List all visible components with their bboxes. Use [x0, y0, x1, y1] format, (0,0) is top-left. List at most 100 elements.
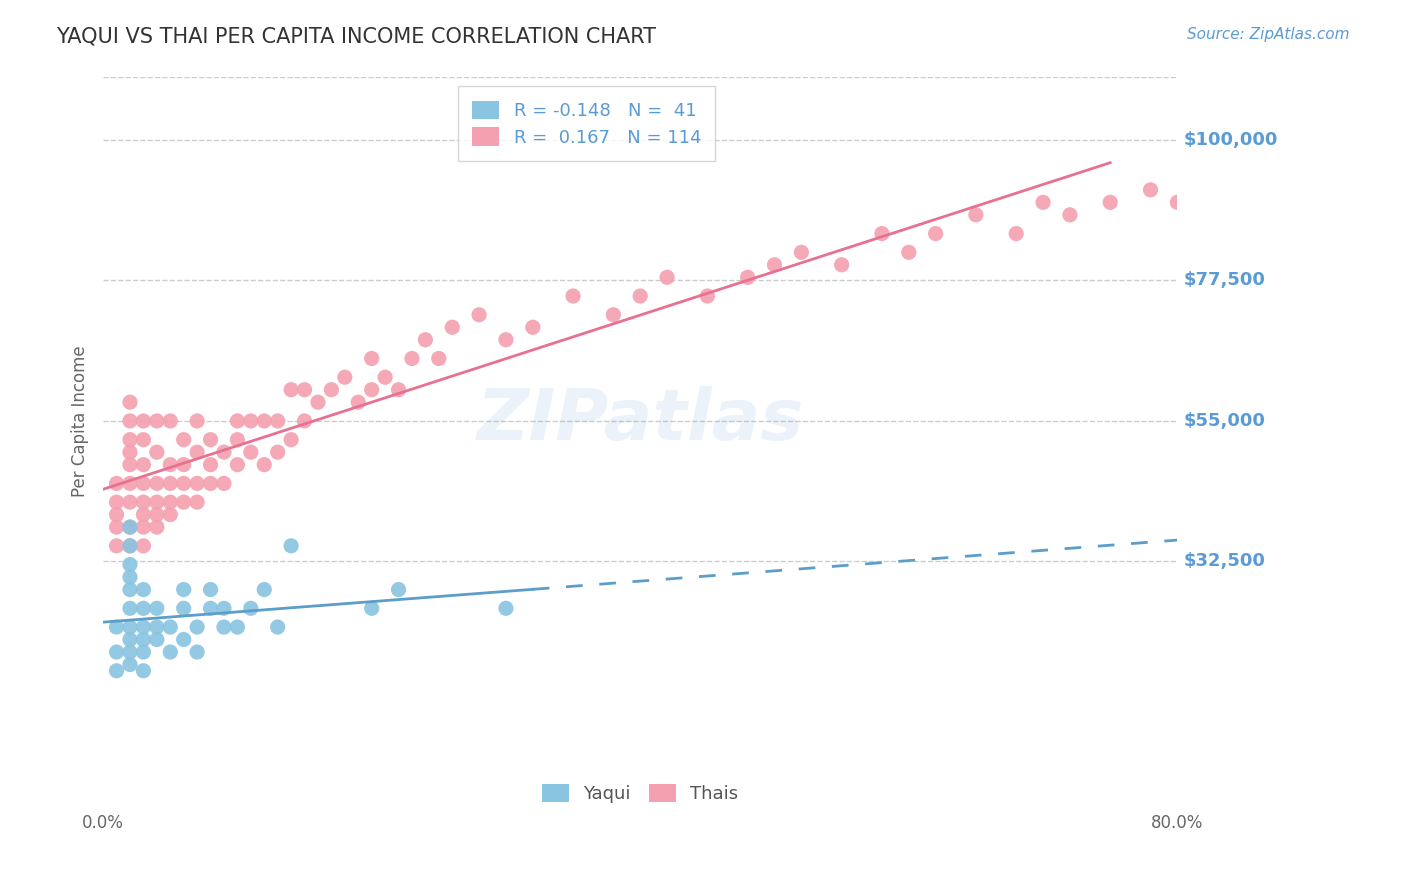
Point	[522, 320, 544, 334]
Point	[159, 495, 181, 509]
Point	[200, 476, 222, 491]
Point	[696, 289, 718, 303]
Point	[118, 620, 141, 634]
Point	[118, 645, 141, 659]
Point	[226, 458, 249, 472]
Point	[173, 495, 195, 509]
Point	[294, 383, 316, 397]
Point	[146, 508, 169, 522]
Point	[146, 620, 169, 634]
Point	[200, 582, 222, 597]
Point	[159, 458, 181, 472]
Point	[333, 370, 356, 384]
Point	[212, 601, 235, 615]
Point	[280, 539, 302, 553]
Point	[105, 495, 128, 509]
Point	[831, 258, 853, 272]
Point	[132, 601, 155, 615]
Point	[562, 289, 585, 303]
Legend: Yaqui, Thais: Yaqui, Thais	[534, 777, 745, 810]
Point	[159, 414, 181, 428]
Point	[186, 476, 208, 491]
Point	[226, 433, 249, 447]
Point	[280, 383, 302, 397]
Point	[1274, 183, 1296, 197]
Point	[159, 508, 181, 522]
Point	[495, 333, 517, 347]
Point	[118, 445, 141, 459]
Point	[173, 632, 195, 647]
Point	[132, 664, 155, 678]
Point	[1059, 208, 1081, 222]
Text: Source: ZipAtlas.com: Source: ZipAtlas.com	[1187, 27, 1350, 42]
Point	[737, 270, 759, 285]
Point	[105, 664, 128, 678]
Point	[118, 558, 141, 572]
Point	[146, 445, 169, 459]
Point	[790, 245, 813, 260]
Point	[387, 383, 409, 397]
Point	[118, 632, 141, 647]
Point	[159, 645, 181, 659]
Text: $32,500: $32,500	[1184, 552, 1265, 571]
Point	[267, 414, 290, 428]
Point	[628, 289, 651, 303]
Point	[132, 620, 155, 634]
Point	[132, 582, 155, 597]
Point	[186, 620, 208, 634]
Point	[1099, 195, 1122, 210]
Point	[212, 476, 235, 491]
Point	[321, 383, 343, 397]
Point	[173, 582, 195, 597]
Point	[239, 445, 262, 459]
Point	[105, 476, 128, 491]
Point	[118, 582, 141, 597]
Point	[105, 508, 128, 522]
Point	[1005, 227, 1028, 241]
Point	[401, 351, 423, 366]
Y-axis label: Per Capita Income: Per Capita Income	[72, 345, 89, 497]
Point	[253, 582, 276, 597]
Point	[132, 495, 155, 509]
Point	[239, 414, 262, 428]
Point	[253, 414, 276, 428]
Point	[374, 370, 396, 384]
Point	[360, 351, 382, 366]
Point	[173, 476, 195, 491]
Point	[146, 601, 169, 615]
Point	[118, 539, 141, 553]
Point	[226, 620, 249, 634]
Point	[870, 227, 893, 241]
Text: 80.0%: 80.0%	[1152, 814, 1204, 832]
Point	[212, 620, 235, 634]
Point	[132, 645, 155, 659]
Point	[159, 476, 181, 491]
Point	[387, 582, 409, 597]
Point	[146, 495, 169, 509]
Point	[1192, 183, 1215, 197]
Point	[226, 414, 249, 428]
Point	[186, 645, 208, 659]
Point	[1233, 164, 1256, 178]
Point	[159, 620, 181, 634]
Text: $100,000: $100,000	[1184, 131, 1278, 149]
Point	[1032, 195, 1054, 210]
Point	[118, 657, 141, 672]
Point	[105, 539, 128, 553]
Point	[118, 495, 141, 509]
Point	[212, 445, 235, 459]
Point	[200, 458, 222, 472]
Point	[495, 601, 517, 615]
Point	[1327, 145, 1350, 160]
Text: YAQUI VS THAI PER CAPITA INCOME CORRELATION CHART: YAQUI VS THAI PER CAPITA INCOME CORRELAT…	[56, 27, 657, 46]
Point	[253, 458, 276, 472]
Point	[427, 351, 450, 366]
Point	[118, 520, 141, 534]
Point	[267, 445, 290, 459]
Point	[146, 632, 169, 647]
Point	[186, 445, 208, 459]
Point	[105, 620, 128, 634]
Point	[173, 433, 195, 447]
Text: ZIPatlas: ZIPatlas	[477, 386, 804, 456]
Point	[118, 601, 141, 615]
